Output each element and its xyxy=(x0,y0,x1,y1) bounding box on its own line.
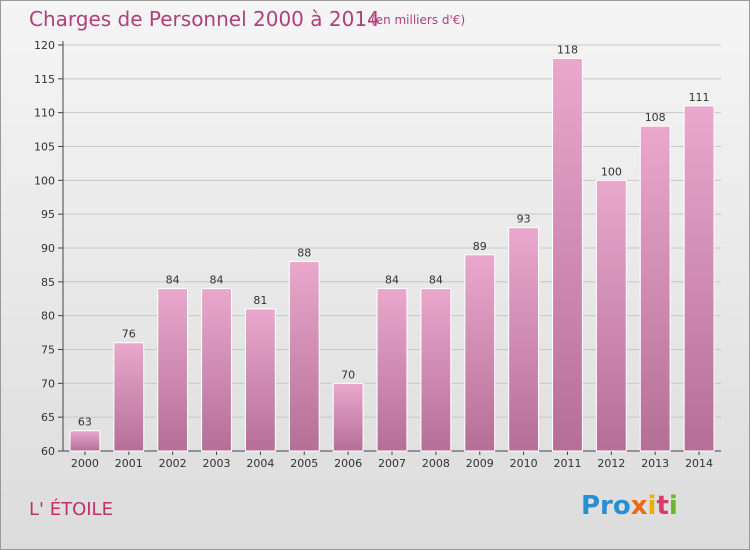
logo-part: i xyxy=(668,491,678,521)
chart-title: Charges de Personnel 2000 à 2014 xyxy=(29,7,380,31)
data-label: 84 xyxy=(429,274,443,287)
bar xyxy=(288,261,320,452)
y-tick-label: 75 xyxy=(41,344,55,357)
bar xyxy=(420,288,452,452)
data-label: 100 xyxy=(601,165,622,178)
y-tick-label: 85 xyxy=(41,276,55,289)
bar xyxy=(683,105,715,452)
x-tick-label: 2004 xyxy=(246,457,274,470)
y-tick-label: 90 xyxy=(41,242,55,255)
x-tick-label: 2006 xyxy=(334,457,362,470)
data-label: 93 xyxy=(517,213,531,226)
bar xyxy=(69,430,101,452)
x-tick-label: 2009 xyxy=(466,457,494,470)
data-label: 70 xyxy=(341,368,355,381)
bar xyxy=(508,227,540,452)
data-label: 63 xyxy=(78,416,92,429)
bar xyxy=(332,382,364,452)
x-tick-label: 2011 xyxy=(553,457,581,470)
y-tick-label: 70 xyxy=(41,377,55,390)
y-tick-label: 100 xyxy=(34,174,55,187)
bar xyxy=(639,125,671,452)
logo-part: i xyxy=(647,491,657,521)
y-tick-label: 110 xyxy=(34,107,55,120)
bar xyxy=(157,288,189,452)
y-tick-label: 60 xyxy=(41,445,55,458)
x-tick-label: 2010 xyxy=(510,457,538,470)
logo-part: Pro xyxy=(581,491,631,521)
x-tick-label: 2012 xyxy=(597,457,625,470)
data-label: 89 xyxy=(473,240,487,253)
data-label: 84 xyxy=(166,274,180,287)
x-tick-label: 2000 xyxy=(71,457,99,470)
logo-part: x xyxy=(630,491,648,521)
data-label: 84 xyxy=(385,274,399,287)
y-tick-label: 65 xyxy=(41,411,55,424)
bar xyxy=(464,254,496,452)
x-tick-label: 2005 xyxy=(290,457,318,470)
x-tick-label: 2008 xyxy=(422,457,450,470)
data-label: 84 xyxy=(210,274,224,287)
bar xyxy=(376,288,408,452)
axes: 60 65 70 75 80 85 90 95 100 105 110 115 120 2000 2001 2… xyxy=(34,39,721,470)
x-tick-label: 2007 xyxy=(378,457,406,470)
y-tick-label: 115 xyxy=(34,73,55,86)
bar xyxy=(552,58,583,452)
data-label: 108 xyxy=(645,111,666,124)
data-label: 111 xyxy=(689,91,710,104)
x-tick-label: 2014 xyxy=(685,457,713,470)
bars xyxy=(69,58,715,452)
y-tick-label: 120 xyxy=(34,39,55,52)
y-tick-label: 105 xyxy=(34,141,55,154)
proxiti-logo: Proxiti xyxy=(581,491,678,521)
data-label: 76 xyxy=(122,328,136,341)
logo-part: t xyxy=(656,491,669,521)
data-label: 81 xyxy=(253,294,267,307)
chart-subtitle: (en milliers d'€) xyxy=(371,13,466,27)
y-tick-label: 80 xyxy=(41,310,55,323)
x-tick-label: 2002 xyxy=(159,457,187,470)
bar xyxy=(113,342,145,452)
x-tick-label: 2001 xyxy=(115,457,143,470)
bar xyxy=(201,288,232,452)
place-name: L' ÉTOILE xyxy=(29,499,113,520)
x-tick-label: 2013 xyxy=(641,457,669,470)
data-label: 88 xyxy=(297,247,311,260)
x-tick-label: 2003 xyxy=(203,457,231,470)
y-tick-label: 95 xyxy=(41,208,55,221)
bar xyxy=(595,179,627,452)
bar xyxy=(244,308,276,452)
data-label: 118 xyxy=(557,44,578,57)
data-labels: 63 76 84 84 81 88 70 84 84 89 93 118 100 108 111 xyxy=(78,44,710,429)
